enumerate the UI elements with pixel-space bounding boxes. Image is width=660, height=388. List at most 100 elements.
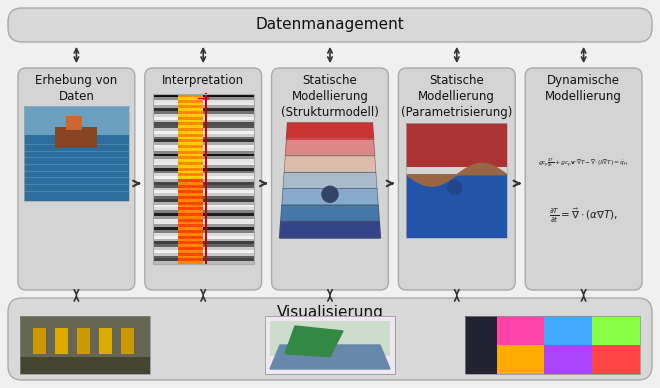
Bar	[178, 108, 203, 111]
Bar	[178, 162, 203, 165]
Bar	[153, 233, 253, 236]
Bar	[153, 219, 253, 222]
Bar	[178, 105, 203, 109]
Bar	[153, 241, 253, 245]
Bar	[178, 210, 203, 213]
Bar	[496, 316, 640, 374]
Bar	[153, 145, 253, 148]
Bar	[265, 316, 395, 374]
Bar	[178, 97, 203, 100]
Bar	[153, 170, 253, 174]
Bar	[153, 222, 253, 225]
Bar	[153, 111, 253, 114]
Bar	[153, 213, 253, 217]
Bar	[153, 165, 253, 168]
Bar	[407, 123, 507, 238]
Bar	[178, 216, 203, 219]
Bar	[153, 253, 253, 256]
Polygon shape	[283, 172, 377, 189]
Bar	[153, 185, 253, 188]
Bar	[407, 175, 507, 238]
FancyBboxPatch shape	[8, 298, 652, 380]
Bar	[178, 185, 203, 188]
Bar	[178, 199, 203, 202]
Bar	[99, 327, 112, 354]
Bar	[178, 117, 203, 120]
Bar	[153, 239, 253, 242]
Bar	[178, 145, 203, 148]
Polygon shape	[285, 139, 375, 156]
Bar	[153, 227, 253, 230]
Bar	[544, 316, 592, 345]
Bar	[178, 173, 203, 177]
Bar	[178, 241, 203, 245]
Text: Erhebung von
Daten: Erhebung von Daten	[35, 74, 117, 103]
Bar	[153, 191, 253, 194]
Bar	[153, 94, 253, 97]
Text: Interpretation: Interpretation	[162, 74, 244, 87]
Bar	[153, 108, 253, 111]
Bar	[496, 316, 544, 345]
Bar	[178, 224, 203, 228]
Bar	[178, 94, 203, 97]
Polygon shape	[270, 345, 390, 369]
Bar	[592, 316, 640, 345]
Bar	[178, 170, 203, 174]
Bar	[178, 134, 203, 137]
Bar	[153, 230, 253, 233]
Circle shape	[447, 180, 462, 194]
FancyBboxPatch shape	[145, 68, 261, 290]
Bar	[178, 222, 203, 225]
Bar	[178, 156, 203, 160]
Bar	[178, 207, 203, 211]
Circle shape	[322, 186, 338, 202]
Bar	[178, 250, 203, 253]
Bar	[496, 345, 544, 374]
Bar	[178, 120, 203, 123]
Text: Dynamische
Modellierung: Dynamische Modellierung	[545, 74, 622, 103]
Polygon shape	[282, 189, 378, 205]
Bar	[153, 204, 253, 208]
Bar	[153, 94, 253, 264]
Bar	[121, 327, 135, 354]
Bar	[153, 148, 253, 151]
Bar	[178, 261, 203, 265]
Bar	[153, 247, 253, 250]
Bar	[153, 159, 253, 163]
Bar	[20, 316, 150, 374]
FancyBboxPatch shape	[399, 68, 515, 290]
Text: Visualisierung: Visualisierung	[277, 305, 383, 320]
Bar	[153, 236, 253, 239]
Bar	[153, 114, 253, 117]
Bar	[178, 230, 203, 233]
Bar	[153, 176, 253, 180]
Bar	[153, 182, 253, 185]
Bar	[178, 202, 203, 205]
Bar	[153, 224, 253, 228]
Bar	[20, 316, 150, 357]
Bar	[178, 247, 203, 250]
Bar	[178, 191, 203, 194]
Bar	[24, 135, 129, 201]
Bar	[178, 114, 203, 117]
Bar	[407, 123, 507, 167]
Bar	[178, 139, 203, 143]
Polygon shape	[407, 163, 507, 186]
Bar	[178, 187, 203, 191]
Bar	[55, 327, 68, 354]
Bar	[153, 196, 253, 199]
FancyBboxPatch shape	[525, 68, 642, 290]
Bar	[66, 116, 82, 130]
Bar	[153, 117, 253, 120]
Bar	[153, 94, 253, 264]
Bar	[465, 316, 640, 374]
Bar	[153, 244, 253, 248]
Bar	[77, 327, 90, 354]
Bar	[153, 137, 253, 140]
Bar	[178, 125, 203, 128]
Text: Statische
Modellierung
(Parametrisierung): Statische Modellierung (Parametrisierung…	[401, 74, 512, 119]
Polygon shape	[286, 123, 374, 139]
Bar	[178, 179, 203, 182]
Text: Statische
Modellierung
(Strukturmodell): Statische Modellierung (Strukturmodell)	[281, 74, 379, 119]
Bar	[178, 151, 203, 154]
